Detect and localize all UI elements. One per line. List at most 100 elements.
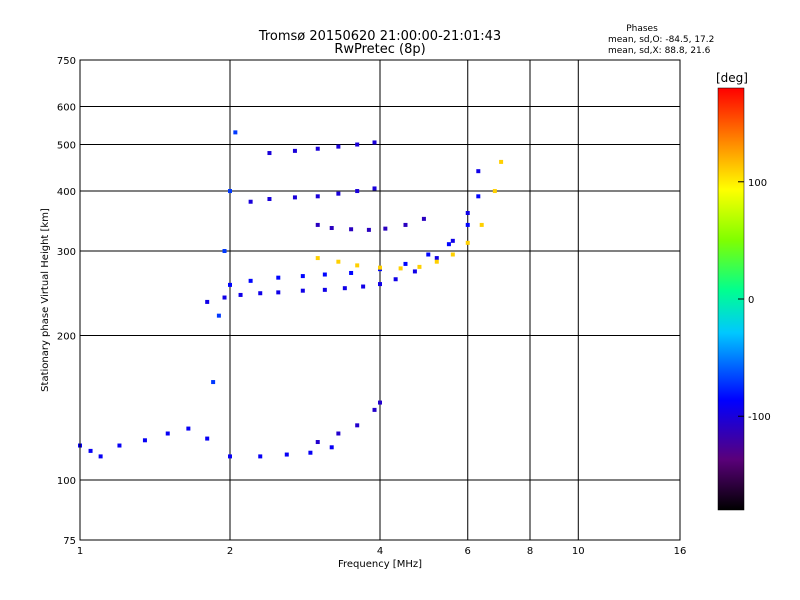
data-point (336, 259, 341, 264)
x-axis-title: Frequency [MHz] (338, 559, 422, 570)
data-point (417, 264, 422, 269)
data-point (276, 290, 281, 295)
data-point (205, 436, 210, 441)
data-point (88, 448, 93, 453)
data-point (393, 277, 398, 282)
data-point (355, 142, 360, 147)
trace-group (248, 186, 377, 204)
data-point (355, 189, 360, 194)
chart-subtitle: RwPretec (8p) (334, 42, 425, 57)
y-tick-label: 500 (57, 141, 76, 152)
data-point (292, 148, 297, 153)
colorbar-tick-label: 100 (748, 178, 767, 189)
colorbar-tick-label: 0 (748, 295, 754, 306)
data-point (315, 222, 320, 227)
data-point (315, 146, 320, 151)
data-point (465, 222, 470, 227)
trace-group (267, 140, 377, 156)
data-point (434, 259, 439, 264)
data-point (258, 291, 263, 296)
data-point (336, 191, 341, 196)
data-point (117, 443, 122, 448)
data-point (222, 295, 227, 300)
x-tick-label: 10 (572, 546, 585, 557)
data-point (450, 238, 455, 243)
data-point (465, 240, 470, 245)
chart-title: Tromsø 20150620 21:00:00-21:01:43 (258, 29, 501, 44)
data-point (329, 226, 334, 231)
trace-group (315, 400, 382, 445)
data-point (248, 278, 253, 283)
data-point (383, 226, 388, 231)
data-point (233, 130, 238, 135)
x-tick-label: 16 (674, 546, 687, 557)
data-point (315, 194, 320, 199)
y-tick-label: 100 (57, 476, 76, 487)
data-point (426, 252, 431, 257)
data-point (450, 252, 455, 257)
data-point (329, 445, 334, 450)
data-point (276, 275, 281, 280)
data-point (476, 169, 481, 174)
colorbar-tick-label: -100 (748, 412, 771, 423)
data-point (403, 222, 408, 227)
data-point (292, 195, 297, 200)
x-tick-label: 1 (77, 546, 83, 557)
data-point (300, 274, 305, 279)
grid (80, 60, 680, 540)
trace-group (315, 159, 504, 271)
data-point (398, 266, 403, 271)
y-tick-labels: 75 100 200 300 400 500 600 750 (57, 56, 76, 547)
phase-stats-header: Phases (626, 24, 658, 34)
colorbar-ticks: 100 0 -100 (738, 178, 771, 423)
data-point (372, 186, 377, 191)
data-point (258, 454, 263, 459)
data-point (308, 450, 313, 455)
y-tick-label: 75 (63, 536, 76, 547)
data-point (315, 440, 320, 445)
data-point (378, 265, 382, 270)
data-point (499, 159, 504, 164)
data-point (216, 313, 221, 318)
y-tick-label: 400 (57, 187, 76, 198)
trace-group (78, 426, 334, 459)
data-point (186, 426, 191, 431)
y-tick-label: 750 (57, 56, 76, 67)
trace-group (315, 216, 426, 232)
colorbar-label: [deg] (716, 71, 748, 85)
data-point (465, 211, 470, 216)
data-point (98, 454, 103, 459)
data-point (228, 189, 232, 194)
data-point (355, 423, 360, 428)
data-point (300, 288, 305, 293)
data-point (446, 242, 451, 247)
trace-group (205, 169, 481, 304)
data-point (336, 431, 341, 436)
data-point (342, 286, 347, 291)
data-point (372, 407, 377, 412)
y-tick-label: 200 (57, 332, 76, 343)
trace-group (211, 130, 238, 385)
data-point (222, 249, 227, 254)
x-tick-label: 4 (377, 546, 383, 557)
x-tick-label: 6 (465, 546, 471, 557)
data-points (78, 130, 504, 459)
data-point (361, 284, 366, 289)
data-point (322, 272, 327, 277)
data-point (336, 144, 341, 149)
data-point (378, 400, 382, 405)
y-tick-label: 600 (57, 103, 76, 114)
data-point (378, 282, 382, 287)
x-tick-label: 2 (227, 546, 233, 557)
data-point (267, 151, 272, 156)
data-point (349, 270, 354, 275)
data-point (355, 263, 360, 268)
data-point (238, 292, 243, 297)
y-axis-title: Stationary phase Virtual Height [km] (40, 208, 51, 392)
data-point (349, 227, 354, 232)
data-point (366, 227, 371, 232)
data-point (248, 199, 253, 204)
data-point (267, 197, 272, 202)
data-point (434, 256, 439, 261)
